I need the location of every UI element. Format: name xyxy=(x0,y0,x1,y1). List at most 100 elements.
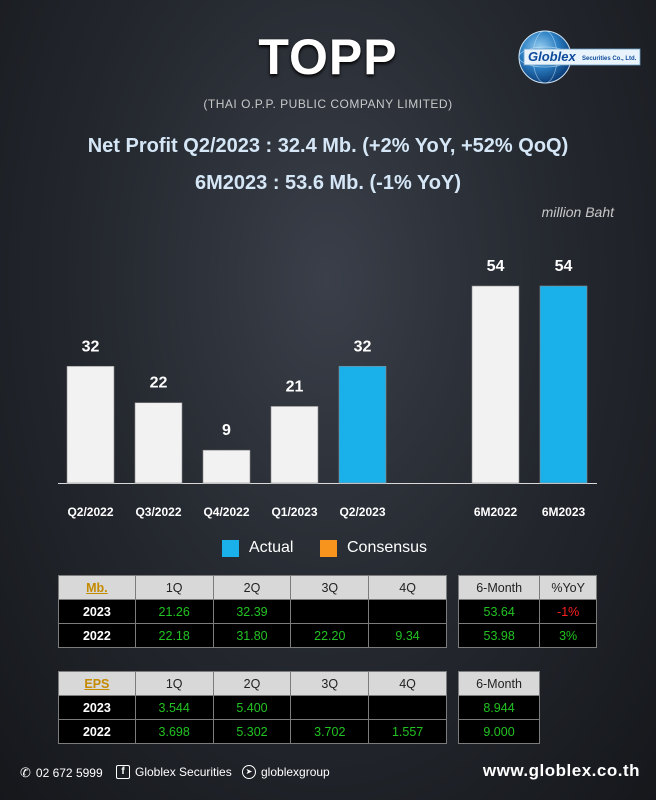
data-label: 32 xyxy=(82,338,100,355)
headline-quarter: Net Profit Q2/2023 : 32.4 Mb. (+2% YoY, … xyxy=(87,135,569,157)
page-title: TOPP xyxy=(258,29,398,85)
x-tick-label: 6M2022 xyxy=(474,505,518,519)
eps-6month-table: 6-Month 8.944 9.000 xyxy=(458,671,540,744)
legend-actual-swatch xyxy=(222,539,239,557)
footer-facebook[interactable]: f Globlex Securities xyxy=(116,765,232,779)
col-6month: 6-Month xyxy=(458,671,540,696)
data-label: 54 xyxy=(487,258,505,275)
eps-header-row: EPS 1Q 2Q 3Q 4Q xyxy=(58,671,447,696)
col-2q: 2Q xyxy=(212,575,292,600)
table-cell: 53.64 xyxy=(457,599,541,624)
company-name: (THAI O.P.P. PUBLIC COMPANY LIMITED) xyxy=(203,97,453,111)
data-label: 9 xyxy=(222,422,231,439)
col-3q: 3Q xyxy=(290,671,370,696)
data-label: 21 xyxy=(286,378,304,395)
col-4q: 4Q xyxy=(368,671,447,696)
bar-6m2022 xyxy=(471,285,520,484)
x-tick-label: Q2/2023 xyxy=(339,505,385,519)
table-cell xyxy=(290,599,370,624)
globlex-logo: Globlex Securities Co., Ltd. xyxy=(518,30,641,84)
yoy-cell: 3% xyxy=(539,623,597,648)
x-tick-label: 6M2023 xyxy=(542,505,586,519)
table-cell: 8.944 xyxy=(458,695,540,720)
unit-label: million Baht xyxy=(541,204,614,220)
table-cell: 1.557 xyxy=(368,719,447,744)
row-year: 2022 xyxy=(58,623,136,648)
table-cell xyxy=(368,695,447,720)
row-year: 2023 xyxy=(58,599,136,624)
data-label: 22 xyxy=(150,375,168,392)
table-cell: 3.702 xyxy=(290,719,370,744)
table-cell xyxy=(290,695,370,720)
table-row: 53.64 -1% xyxy=(457,599,597,624)
bar-q3-2022 xyxy=(134,402,183,484)
data-label: 32 xyxy=(354,338,372,355)
table-row: 2023 21.26 32.39 xyxy=(58,599,447,624)
net-profit-table: Mb. 1Q 2Q 3Q 4Q 2023 21.26 32.39 2022 22… xyxy=(58,575,447,648)
phone-icon: ✆ xyxy=(20,765,31,780)
table-row: 2022 22.18 31.80 22.20 9.34 xyxy=(58,623,447,648)
table-cell: 9.34 xyxy=(368,623,447,648)
table-cell: 22.18 xyxy=(134,623,214,648)
six-month-header-row: 6-Month %YoY xyxy=(457,575,597,600)
legend-consensus-label: Consensus xyxy=(347,539,428,556)
bar-q2-2023 xyxy=(338,365,387,484)
logo-text: Globlex xyxy=(528,49,576,64)
table-cell: 3.698 xyxy=(134,719,214,744)
table-cell: 22.20 xyxy=(290,623,370,648)
table-cell: 21.26 xyxy=(134,599,214,624)
col-1q: 1Q xyxy=(134,575,214,600)
headline-half-year: 6M2023 : 53.6 Mb. (-1% YoY) xyxy=(194,172,461,194)
footer: ✆ 02 672 5999 f Globlex Securities ➤ glo… xyxy=(20,761,640,785)
table-cell: 32.39 xyxy=(212,599,292,624)
bar-6m2023 xyxy=(539,285,588,484)
table-cell xyxy=(368,599,447,624)
website-link[interactable]: www.globlex.co.th xyxy=(482,761,640,780)
table-cell: 9.000 xyxy=(458,719,540,744)
net-profit-header-row: Mb. 1Q 2Q 3Q 4Q xyxy=(58,575,447,600)
x-tick-label: Q3/2022 xyxy=(135,505,181,519)
facebook-icon: f xyxy=(116,765,130,779)
row-year: 2022 xyxy=(58,719,136,744)
table-cell: 3.544 xyxy=(134,695,214,720)
table-row: 8.944 xyxy=(458,695,540,720)
legend-actual-label: Actual xyxy=(249,539,294,556)
table-row: 9.000 xyxy=(458,719,540,744)
net-profit-bar-chart: 32 Q2/2022 22 Q3/2022 9 Q4/2022 21 Q1/2023 32 Q2/… xyxy=(58,258,597,519)
table-row: 53.98 3% xyxy=(457,623,597,648)
legend-actual: Actual xyxy=(222,539,293,557)
table-cell: 5.302 xyxy=(212,719,292,744)
eps-key: EPS xyxy=(58,671,136,696)
bar-q1-2023 xyxy=(270,406,319,484)
net-profit-key: Mb. xyxy=(58,575,136,600)
table-row: 2023 3.544 5.400 xyxy=(58,695,447,720)
col-6month: 6-Month xyxy=(457,575,541,600)
x-tick-label: Q2/2022 xyxy=(67,505,113,519)
bar-q4-2022 xyxy=(202,449,251,484)
telegram-icon: ➤ xyxy=(242,765,256,779)
telegram-name: globlexgroup xyxy=(261,765,330,779)
eps-six-month-header-row: 6-Month xyxy=(458,671,540,696)
table-row: 2022 3.698 5.302 3.702 1.557 xyxy=(58,719,447,744)
bar-q2-2022 xyxy=(66,365,115,484)
phone-number: 02 672 5999 xyxy=(35,766,103,780)
facebook-name: Globlex Securities xyxy=(135,765,232,779)
x-tick-label: Q1/2023 xyxy=(271,505,317,519)
legend-consensus: Consensus xyxy=(320,539,427,557)
col-1q: 1Q xyxy=(134,671,214,696)
footer-telegram[interactable]: ➤ globlexgroup xyxy=(242,765,330,779)
col-2q: 2Q xyxy=(212,671,292,696)
yoy-cell: -1% xyxy=(539,599,597,624)
data-label: 54 xyxy=(555,258,573,275)
logo-suffix: Securities Co., Ltd. xyxy=(582,56,637,62)
net-profit-6month-table: 6-Month %YoY 53.64 -1% 53.98 3% xyxy=(457,575,597,648)
col-4q: 4Q xyxy=(368,575,447,600)
col-3q: 3Q xyxy=(290,575,370,600)
row-year: 2023 xyxy=(58,695,136,720)
table-cell: 31.80 xyxy=(212,623,292,648)
footer-phone[interactable]: ✆ 02 672 5999 xyxy=(20,765,103,781)
x-tick-label: Q4/2022 xyxy=(203,505,249,519)
eps-table: EPS 1Q 2Q 3Q 4Q 2023 3.544 5.400 2022 3.… xyxy=(58,671,447,744)
table-cell: 5.400 xyxy=(212,695,292,720)
table-cell: 53.98 xyxy=(457,623,541,648)
